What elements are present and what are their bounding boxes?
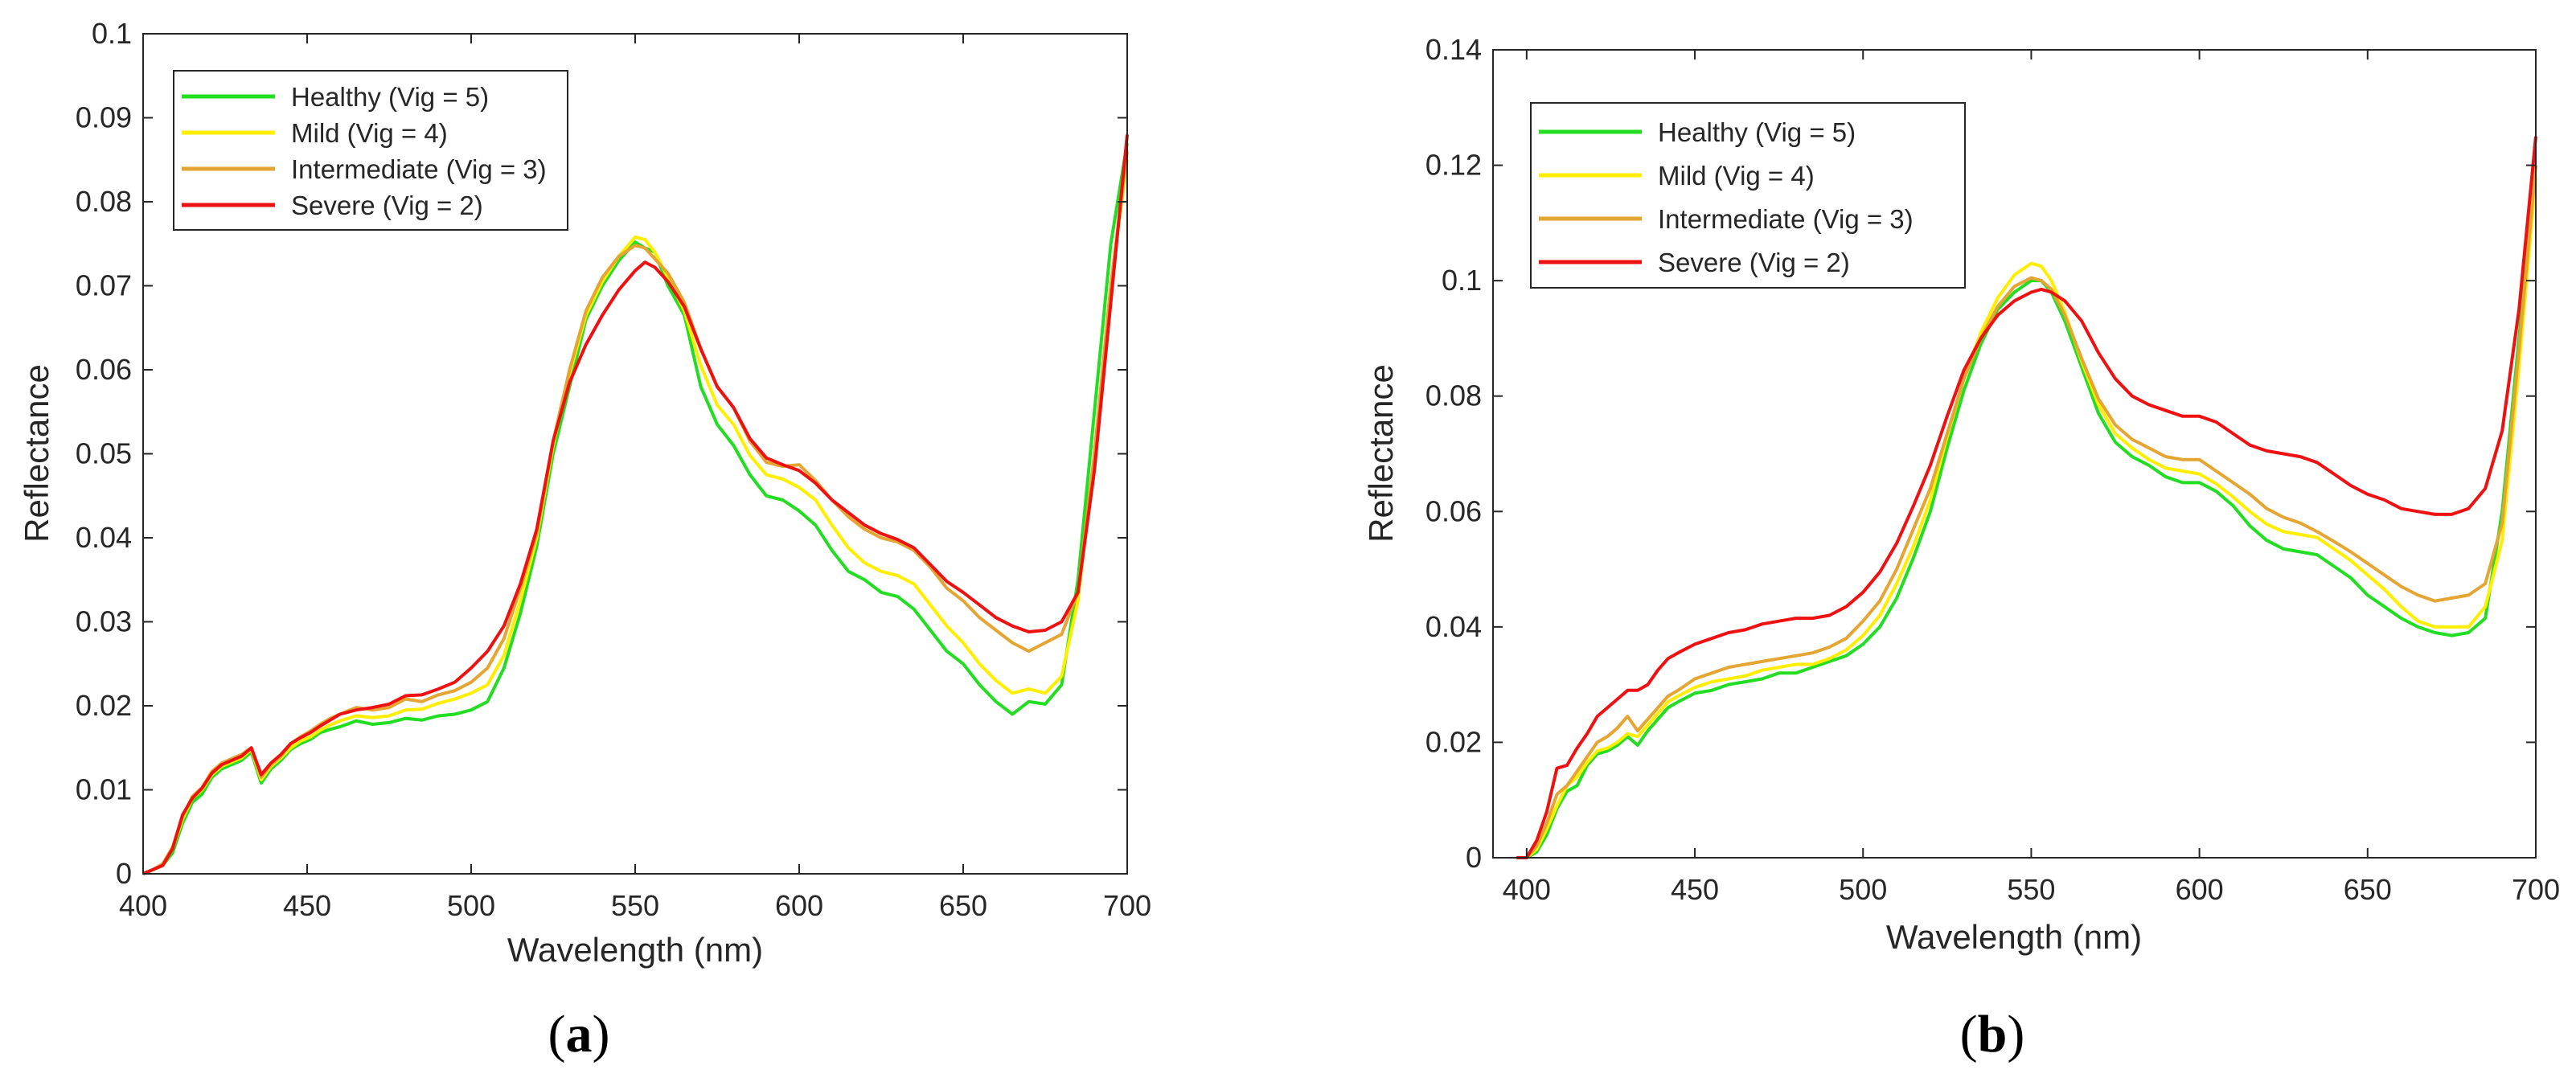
series-line-1	[1516, 165, 2537, 859]
y-tick-label: 0.04	[76, 521, 132, 554]
x-tick-label: 500	[1839, 873, 1887, 906]
legend-label-1: Healthy (Vig = 5)	[1658, 117, 1856, 147]
x-tick-label: 400	[119, 889, 167, 922]
legend-label-3: Intermediate (Vig = 3)	[291, 154, 547, 184]
y-tick-label: 0.04	[1425, 610, 1482, 643]
y-tick-label: 0.02	[76, 689, 132, 722]
y-tick-label: 0.05	[76, 437, 132, 470]
legend-label-3: Intermediate (Vig = 3)	[1658, 204, 1914, 234]
legend-label-1: Healthy (Vig = 5)	[291, 82, 489, 112]
series-group-b	[1516, 136, 2537, 859]
legend-a: Healthy (Vig = 5) Mild (Vig = 4) Intermedi…	[173, 70, 568, 231]
x-tick-label: 600	[775, 889, 823, 922]
series-line-2	[1516, 176, 2537, 859]
legend-label-4: Severe (Vig = 2)	[291, 191, 483, 220]
y-tick-label: 0.14	[1425, 33, 1482, 66]
x-tick-label: 700	[2512, 873, 2560, 906]
legend-items-a: Healthy (Vig = 5) Mild (Vig = 4) Intermedi…	[182, 82, 547, 220]
x-tick-label: 500	[447, 889, 495, 922]
y-tick-label: 0.09	[76, 101, 132, 134]
y-tick-label: 0	[116, 857, 132, 890]
legend-label-2: Mild (Vig = 4)	[291, 118, 448, 148]
ticks-group-b: 400 450 500 550 600 650 700 0 0.02 0.04 0.06 0.08 0.…	[1425, 33, 2560, 906]
x-tick-label: 550	[2007, 873, 2055, 906]
series-line-4	[142, 134, 1129, 875]
legend-items-b: Healthy (Vig = 5) Mild (Vig = 4) Intermedi…	[1539, 117, 1914, 277]
panel-label-a-letter: a	[566, 1005, 593, 1064]
panel-label-a: (a)	[548, 1005, 610, 1064]
y-tick-label: 0.01	[76, 773, 132, 806]
x-tick-label: 650	[2344, 873, 2392, 906]
y-tick-label: 0.1	[1442, 264, 1482, 297]
legend-b: Healthy (Vig = 5) Mild (Vig = 4) Intermedi…	[1530, 102, 1966, 289]
y-tick-label: 0.08	[76, 185, 132, 218]
series-line-4	[1516, 136, 2537, 859]
y-tick-label: 0.07	[76, 269, 132, 302]
y-tick-label: 0.03	[76, 605, 132, 638]
x-axis-label-a: Wavelength (nm)	[507, 931, 763, 969]
x-tick-label: 600	[2176, 873, 2224, 906]
y-tick-label: 0.06	[76, 353, 132, 386]
y-axis-label-a: Reflectance	[18, 364, 55, 543]
ticks-group-a: 400 450 500 550 600 650 700 0 0.01 0.02 0.03 0.04 0.…	[76, 17, 1151, 922]
y-tick-label: 0	[1466, 841, 1482, 874]
panel-label-b-letter: b	[1978, 1005, 2008, 1064]
axes-box-b	[1492, 49, 2537, 859]
legend-label-2: Mild (Vig = 4)	[1658, 161, 1815, 191]
axes-box-a	[142, 33, 1128, 875]
y-tick-label: 0.08	[1425, 379, 1482, 412]
x-tick-label: 450	[283, 889, 331, 922]
y-tick-label: 0.1	[92, 17, 132, 50]
y-tick-label: 0.06	[1425, 494, 1482, 527]
x-tick-label: 550	[611, 889, 659, 922]
chart-panel-a: 400 450 500 550 600 650 700 0 0.01 0.02 0.03 0.04 0.…	[18, 17, 1151, 1064]
y-axis-label-b: Reflectance	[1362, 364, 1400, 543]
x-tick-label: 650	[939, 889, 987, 922]
y-tick-label: 0.12	[1425, 149, 1482, 182]
x-tick-label: 700	[1103, 889, 1151, 922]
x-tick-label: 400	[1503, 873, 1551, 906]
x-axis-label-b: Wavelength (nm)	[1886, 918, 2142, 956]
panel-label-b: (b)	[1960, 1005, 2025, 1064]
series-group-a	[142, 134, 1129, 875]
x-tick-label: 450	[1671, 873, 1719, 906]
y-tick-label: 0.02	[1425, 725, 1482, 758]
chart-panel-b: 400 450 500 550 600 650 700 0 0.02 0.04 0.06 0.08 0.…	[1362, 33, 2560, 1064]
legend-label-4: Severe (Vig = 2)	[1658, 248, 1850, 277]
